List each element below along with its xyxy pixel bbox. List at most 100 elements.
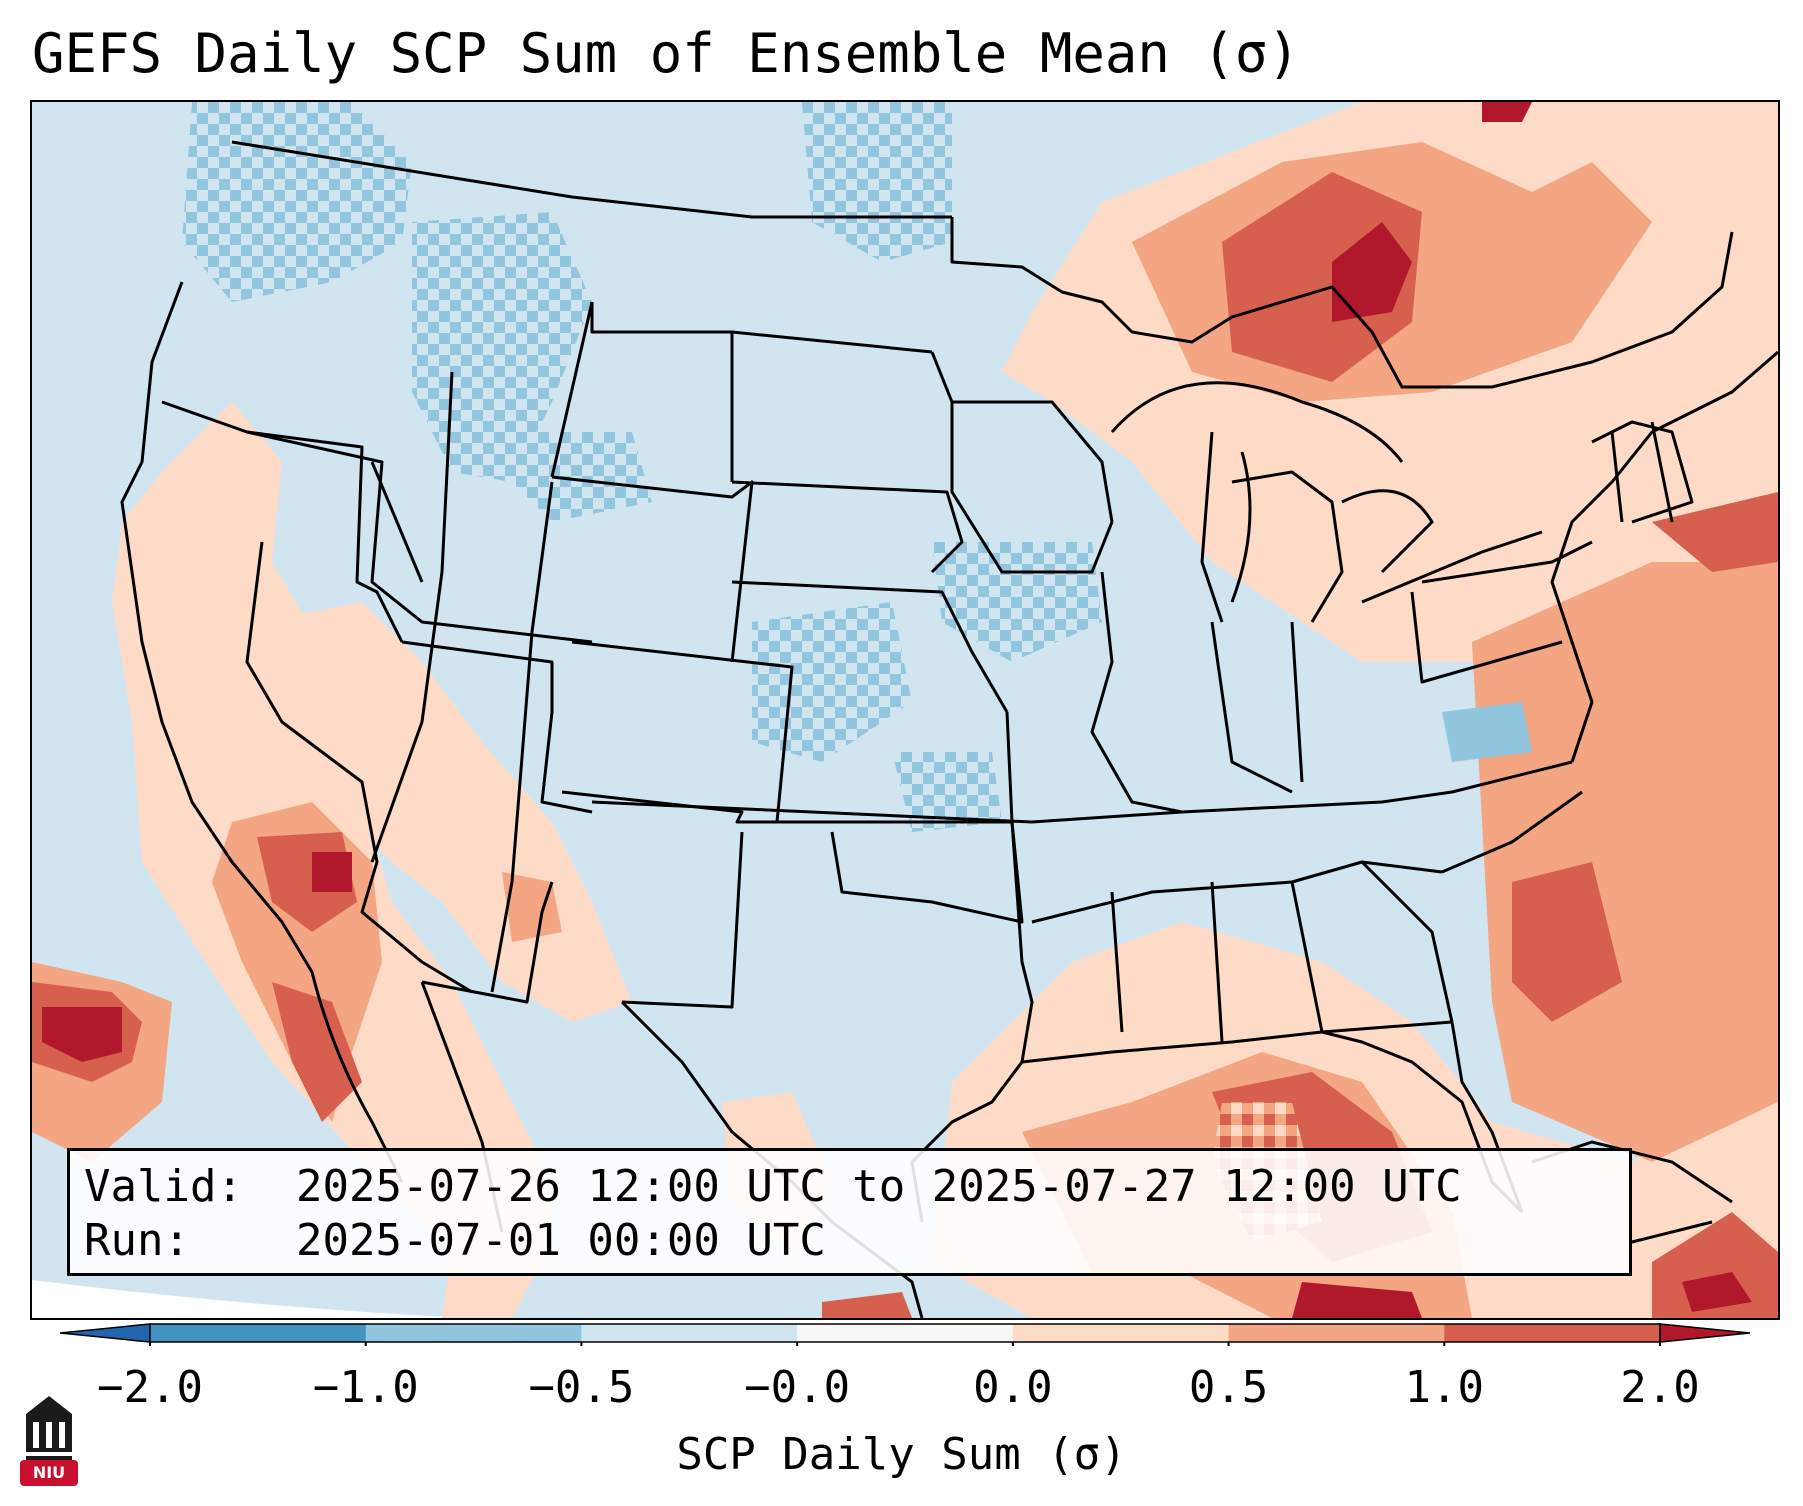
- state-line: [490, 481, 554, 993]
- state-line: [370, 371, 454, 863]
- michigan-border: [1200, 431, 1224, 623]
- anomaly-cell: [1222, 172, 1422, 382]
- state-line: [421, 881, 554, 1004]
- state-line: [930, 351, 1114, 574]
- lake-huron-shore: [1341, 489, 1434, 574]
- map-panel[interactable]: [30, 100, 1780, 1320]
- colorbar-tick-label: 2.0: [1620, 1362, 1700, 1413]
- colorbar-tick-label: 0.5: [1188, 1362, 1269, 1413]
- state-line: [1650, 421, 1674, 523]
- anomaly-cell: [1682, 1272, 1752, 1312]
- state-line: [591, 800, 1033, 824]
- state-line: [1441, 790, 1583, 874]
- state-line: [370, 461, 424, 583]
- lake-erie-shore: [1361, 530, 1543, 604]
- anomaly-cell: [272, 982, 362, 1122]
- colorbar-segment: [797, 1324, 1014, 1342]
- colorbar: [60, 1323, 1750, 1346]
- michigan-border: [1231, 470, 1344, 623]
- west-coastline: [120, 281, 314, 973]
- valid-row: Valid: 2025-07-26 12:00 UTC to 2025-07-27…: [84, 1160, 1629, 1214]
- colorbar-tick-label: 1.0: [1404, 1362, 1485, 1413]
- anomaly-cell: [412, 212, 592, 482]
- state-line: [1031, 760, 1573, 824]
- state-line: [550, 301, 594, 478]
- state-line: [590, 302, 734, 482]
- logo-badge: [20, 1460, 78, 1486]
- state-line: [1421, 540, 1593, 584]
- state-line: [1110, 891, 1124, 1033]
- anomaly-field: [32, 102, 1778, 1318]
- state-line: [1591, 420, 1694, 524]
- lake-michigan-shore: [1230, 451, 1252, 603]
- anomaly-cell: [312, 852, 352, 892]
- colorbar-tick-label: −2.0: [97, 1362, 203, 1413]
- state-line: [731, 480, 964, 574]
- validity-info-box: Valid: 2025-07-26 12:00 UTC to 2025-07-27…: [67, 1148, 1632, 1276]
- east-coastline: [1550, 350, 1778, 763]
- valid-value: 2025-07-26 12:00 UTC to 2025-07-27 12:00…: [296, 1161, 1462, 1212]
- state-line: [1090, 571, 1183, 814]
- great-lakes: [1110, 381, 1543, 604]
- anomaly-cell: [752, 602, 912, 762]
- anomaly-cell: [1442, 702, 1532, 762]
- logo-text: NIU: [32, 1463, 66, 1482]
- colorbar-over-extension: [1659, 1323, 1750, 1343]
- anomaly-cell: [502, 872, 562, 942]
- colorbar-segment: [1228, 1324, 1445, 1342]
- state-line: [161, 400, 404, 643]
- colorbar-tick-label: −0.5: [528, 1362, 635, 1413]
- university-building-icon: [20, 1396, 78, 1486]
- anomaly-cell: [1472, 562, 1778, 1162]
- niu-logo: NIU: [20, 1390, 78, 1486]
- state-line: [246, 430, 593, 644]
- baja-coastline: [310, 971, 404, 1183]
- anomaly-cell: [1512, 862, 1622, 1022]
- anomaly-cell: [42, 1007, 122, 1062]
- anomaly-cell: [1292, 1282, 1422, 1318]
- anomaly-cell: [1332, 222, 1412, 322]
- state-line: [731, 580, 1009, 713]
- run-value: 2025-07-01 00:00 UTC: [296, 1215, 826, 1266]
- run-label: Run:: [84, 1215, 190, 1266]
- colorbar-segments: [60, 1323, 1750, 1346]
- colorbar-tick-label: 0.0: [973, 1362, 1053, 1413]
- anomaly-cell: [1482, 102, 1532, 122]
- colorbar-tick-label: −1.0: [312, 1362, 419, 1413]
- colorbar-segment: [150, 1324, 367, 1342]
- colorbar-segment: [1444, 1324, 1661, 1342]
- state-line: [245, 541, 473, 994]
- canada-border: [950, 217, 1734, 389]
- state-line: [1410, 591, 1563, 684]
- colorbar-segment: [365, 1324, 582, 1342]
- state-line: [731, 330, 933, 354]
- state-line: [621, 831, 744, 1009]
- state-line: [551, 475, 754, 663]
- valid-label: Valid:: [84, 1161, 243, 1212]
- mexico-coastline: [420, 981, 504, 1233]
- anomaly-cell: [1652, 492, 1778, 572]
- colorbar-tick-label: −0.0: [744, 1362, 851, 1413]
- state-line: [1610, 431, 1624, 523]
- colorbar-tick-labels: −2.0 −1.0 −0.5 −0.0 0.0 0.5 1.0 2.0: [0, 1360, 1803, 1416]
- colorbar-segment: [581, 1324, 798, 1342]
- state-line: [952, 400, 1114, 523]
- colorbar-segment: [1012, 1324, 1230, 1342]
- state-line: [1290, 881, 1324, 1033]
- state-line: [401, 640, 593, 814]
- state-line: [1210, 621, 1293, 794]
- state-line: [1210, 881, 1224, 1043]
- colorbar-label: SCP Daily Sum (σ): [676, 1429, 1127, 1480]
- state-line: [1290, 621, 1304, 783]
- state-line: [1021, 1020, 1453, 1064]
- anomaly-cell: [822, 1292, 912, 1318]
- canada-border: [231, 140, 952, 219]
- colorbar-under-extension: [60, 1323, 151, 1343]
- run-row: Run: 2025-07-01 00:00 UTC: [84, 1214, 1629, 1268]
- chart-title: GEFS Daily SCP Sum of Ensemble Mean (σ): [32, 22, 1300, 85]
- state-line: [830, 821, 1024, 924]
- anomaly-cell: [182, 102, 412, 302]
- anomaly-cell: [512, 432, 652, 522]
- anomaly-cell: [892, 752, 1002, 832]
- anomaly-cell: [802, 102, 952, 262]
